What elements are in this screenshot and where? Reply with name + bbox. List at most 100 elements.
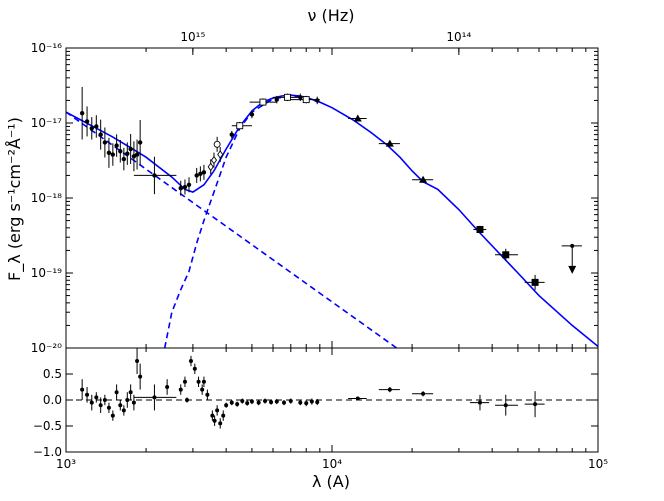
dot-marker bbox=[134, 152, 140, 157]
dot-marker bbox=[477, 400, 482, 405]
x-axis-tick-labels: 10³ 10⁴ 10⁵ bbox=[56, 457, 608, 471]
dot-marker bbox=[315, 400, 320, 405]
x-tick-label: 10⁴ bbox=[322, 457, 342, 471]
dot-marker bbox=[274, 97, 279, 102]
square-marker bbox=[531, 278, 539, 286]
data-point bbox=[134, 139, 140, 170]
dot-marker bbox=[533, 402, 538, 407]
dot-marker bbox=[240, 399, 245, 404]
dot-marker bbox=[387, 387, 392, 392]
residual-point bbox=[182, 376, 187, 387]
dot-marker bbox=[137, 140, 143, 145]
dot-marker bbox=[125, 151, 130, 156]
dot-marker bbox=[178, 387, 183, 392]
residual-point bbox=[121, 405, 126, 416]
dot-marker bbox=[89, 400, 94, 405]
open-diamond-marker bbox=[207, 162, 214, 172]
dot-marker bbox=[98, 403, 103, 408]
dot-marker bbox=[196, 379, 201, 384]
dot-marker bbox=[274, 399, 279, 404]
square-marker bbox=[476, 226, 484, 234]
dot-marker bbox=[98, 132, 103, 137]
dot-marker bbox=[210, 413, 215, 418]
dot-marker bbox=[298, 95, 303, 100]
dot-marker bbox=[182, 184, 188, 190]
residual-point bbox=[263, 398, 268, 404]
dot-marker bbox=[121, 408, 126, 413]
open-square-marker bbox=[236, 122, 244, 130]
data-point bbox=[89, 117, 94, 140]
residual-point bbox=[218, 418, 223, 429]
data-point bbox=[182, 179, 188, 195]
residual-point bbox=[309, 398, 314, 405]
residual-point bbox=[106, 402, 111, 413]
dot-marker bbox=[309, 399, 314, 404]
residual-y-tick-label: 0.5 bbox=[43, 367, 62, 381]
residual-point bbox=[184, 397, 189, 403]
dot-marker bbox=[201, 379, 206, 384]
dot-marker bbox=[249, 399, 254, 404]
upper-limit-arrow-icon bbox=[568, 265, 577, 274]
dot-marker bbox=[229, 400, 234, 405]
residual-point bbox=[205, 389, 210, 400]
dot-marker bbox=[503, 403, 508, 408]
dot-marker bbox=[188, 359, 193, 363]
residual-y-tick-label: −0.5 bbox=[33, 419, 62, 433]
frequency-tick-label: 10¹⁵ bbox=[180, 30, 205, 44]
x-tick-label: 10³ bbox=[56, 457, 76, 471]
dot-marker bbox=[128, 146, 133, 152]
residual-point bbox=[281, 400, 286, 406]
residual-point bbox=[200, 384, 205, 395]
residual-point bbox=[210, 410, 215, 421]
data-point bbox=[473, 225, 487, 234]
data-points bbox=[79, 86, 582, 290]
dot-marker bbox=[194, 173, 199, 178]
dot-marker bbox=[165, 385, 170, 389]
top-panel-x-ticks bbox=[65, 48, 599, 348]
residual-point bbox=[128, 384, 133, 400]
residual-point bbox=[378, 387, 400, 393]
data-point bbox=[249, 110, 255, 119]
data-point bbox=[217, 147, 224, 163]
top-axis-label: ν (Hz) bbox=[308, 6, 355, 25]
residual-point bbox=[229, 400, 234, 406]
bottom-panel-x-ticks bbox=[65, 348, 599, 452]
y-tick-label: 10⁻¹⁷ bbox=[31, 116, 62, 130]
residual-point bbox=[215, 405, 220, 416]
residual-point bbox=[192, 363, 197, 374]
dot-marker bbox=[121, 156, 127, 162]
dot-marker bbox=[80, 387, 85, 392]
dot-marker bbox=[304, 401, 309, 406]
dot-marker bbox=[114, 390, 119, 395]
residual-point bbox=[114, 384, 119, 400]
dot-marker bbox=[135, 359, 140, 363]
y-tick-label: 10⁻²⁰ bbox=[31, 341, 62, 355]
model-curve-power-law-component bbox=[66, 111, 398, 348]
dot-marker bbox=[102, 398, 107, 402]
dot-marker bbox=[131, 400, 136, 405]
dot-marker bbox=[114, 143, 119, 148]
residual-points bbox=[80, 348, 545, 429]
residual-point bbox=[125, 392, 130, 408]
residual-point bbox=[256, 400, 261, 406]
open-square-marker bbox=[283, 93, 291, 101]
sed-panel: 10⁻¹⁶ 10⁻¹⁷ 10⁻¹⁸ 10⁻¹⁹ 10⁻²⁰ 10¹⁵ 10¹⁴ bbox=[31, 30, 599, 355]
dot-marker bbox=[84, 119, 90, 124]
dot-marker bbox=[102, 140, 108, 145]
data-point bbox=[114, 134, 119, 157]
dot-marker bbox=[288, 399, 293, 404]
residual-point bbox=[212, 415, 217, 426]
residual-point bbox=[288, 398, 293, 404]
y-tick-label: 10⁻¹⁸ bbox=[31, 191, 62, 205]
data-point bbox=[98, 119, 103, 150]
data-point bbox=[315, 96, 320, 105]
data-point bbox=[128, 134, 133, 165]
residual-point bbox=[85, 387, 90, 403]
data-point bbox=[272, 93, 301, 102]
residual-point bbox=[221, 410, 226, 421]
data-point bbox=[79, 86, 85, 140]
data-point bbox=[118, 140, 123, 163]
y-axis-ticks: 10⁻¹⁶ 10⁻¹⁷ 10⁻¹⁸ 10⁻¹⁹ 10⁻²⁰ bbox=[31, 41, 598, 355]
dot-marker bbox=[229, 132, 234, 137]
